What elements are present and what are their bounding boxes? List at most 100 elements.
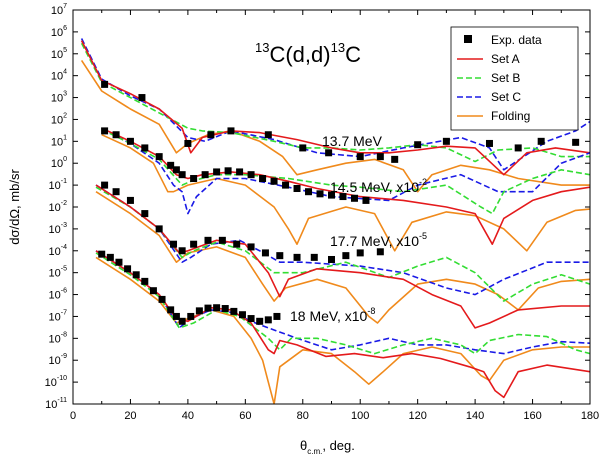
exp-data-point [310,253,318,261]
exp-data-point [537,137,545,145]
y-tick-label: 105 [51,47,67,61]
exp-data-point [350,194,358,202]
exp-data-point [259,175,267,183]
exp-data-point [293,185,301,193]
exp-data-point [328,191,335,199]
legend-label-set-a: Set A [491,52,520,66]
exp-data-point [236,168,244,176]
exp-data-point [101,80,109,88]
y-tick-label: 106 [51,25,67,39]
exp-data-point [356,249,364,257]
legend-label-set-c: Set C [491,90,521,104]
x-axis-title: θc.m., deg. [300,438,355,456]
x-tick-label: 40 [182,410,194,422]
exp-data-point [126,137,134,145]
setA-curve-energy-1 [101,127,590,245]
exp-data-point [221,305,229,313]
x-tick-label: 80 [297,410,309,422]
exp-data-point [172,312,180,320]
setC-curve-energy-3 [95,250,590,355]
exp-data-point [282,181,290,189]
exp-data-point [273,312,281,320]
y-tick-label: 10-11 [45,397,67,411]
exp-data-point [414,141,422,149]
exp-data-point [167,161,175,169]
exp-data-point [141,144,149,152]
y-tick-label: 10-10 [45,375,67,389]
y-tick-label: 10-4 [49,244,68,258]
x-tick-label: 60 [239,410,251,422]
exp-data-point [293,253,301,261]
exp-data-point [391,155,399,163]
exp-data-point [514,144,522,152]
y-tick-label: 101 [51,134,67,148]
y-tick-label: 102 [51,112,67,126]
exp-data-point [376,153,384,161]
plot-frame [72,9,591,405]
exp-data-point [195,307,203,315]
exp-data-point [238,311,246,319]
energy-label-13-7: 13.7 MeV [322,133,383,149]
y-tick-label: 10-9 [49,353,68,367]
reaction-label: 13C(d,d)13C [255,40,361,67]
exp-data-point [207,131,215,139]
y-tick-label: 107 [51,3,67,17]
x-tick-label: 0 [70,410,76,422]
exp-data-point [170,240,178,248]
exp-data-point [132,271,140,279]
exp-data-point [184,139,192,147]
exp-data-point [342,252,350,260]
legend-marker-exp [464,35,472,43]
exp-data-point [305,188,313,196]
y-tick-label: 10-1 [49,178,68,192]
exp-data-point [276,252,284,260]
exp-data-point [149,287,157,295]
energy-label-17-7: 17.7 MeV, x10-5 [330,231,427,249]
y-tick-label: 10-3 [49,222,68,236]
setB-curve-energy-1 [101,128,590,215]
exp-data-point [101,181,109,189]
exp-data-point [167,306,175,314]
exp-data-point [247,171,255,179]
y-axis-title: dσ/dΩ, mb/sr [7,169,22,245]
exp-data-point [362,196,370,204]
y-tick-label: 10-5 [49,266,68,280]
exp-data-point [112,188,120,196]
folding-curve-energy-0 [80,59,590,193]
exp-data-point [485,139,493,147]
exp-data-point [141,210,149,218]
y-tick-label: 103 [51,91,67,105]
exp-data-point [126,196,134,204]
exp-data-point [356,153,364,161]
exp-data-point [190,175,198,183]
legend-box [450,26,579,131]
x-tick-label: 140 [466,410,484,422]
exp-data-point [106,253,114,261]
legend: Exp. data Set A Set B Set C Folding [450,26,579,131]
exp-data-point [230,307,238,315]
exp-data-point [247,315,255,323]
y-tick-label: 10-8 [49,331,68,345]
exp-data-point [190,240,198,248]
energy-label-18: 18 MeV, x10-8 [290,306,375,324]
exp-data-point [339,193,347,201]
experimental-points [98,80,580,325]
y-tick-label: 104 [51,69,67,83]
setC-curve-energy-2 [95,184,590,296]
exp-data-point [328,255,335,263]
setB-curve-energy-3 [95,252,590,355]
exp-data-point [442,137,450,145]
setA-curve-energy-0 [80,40,590,176]
exp-data-point [270,177,278,185]
setA-curve-energy-3 [95,250,590,399]
exp-data-point [299,144,307,152]
exp-data-point [101,127,109,135]
energy-label-14-5: 14.5 MeV, x10-2 [330,177,427,195]
y-tick-label: 10-7 [49,309,68,323]
exp-data-point [224,167,232,175]
exp-data-point [178,317,186,325]
reaction-tail: C [345,42,361,67]
y-tick-label: 10-6 [49,288,68,302]
exp-data-point [218,236,226,244]
